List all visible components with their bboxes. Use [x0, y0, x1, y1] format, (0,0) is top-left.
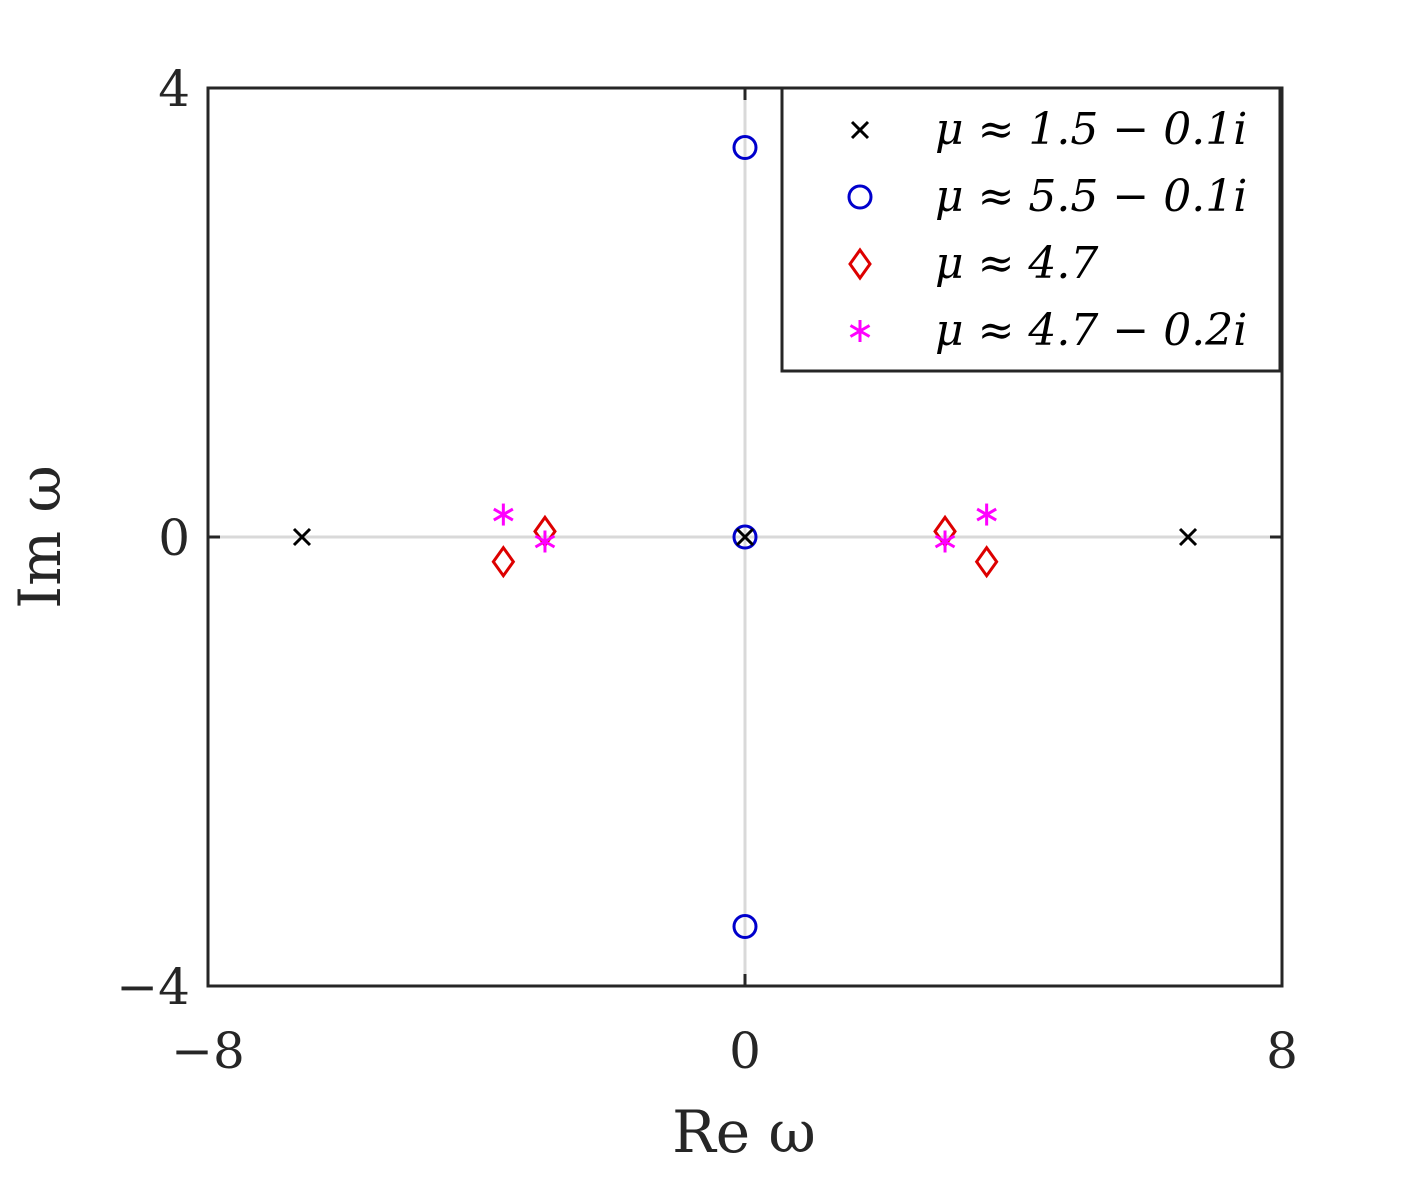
y-tick-label: 0: [158, 509, 190, 567]
legend-label: μ ≈ 4.7: [935, 238, 1098, 289]
legend-marker-x: [850, 120, 870, 140]
legend-marker-asterisk: [849, 320, 871, 342]
legend-label: μ ≈ 5.5 − 0.1i: [935, 171, 1247, 222]
data-point-circle-1: [732, 524, 758, 550]
data-point-x-1: [735, 527, 755, 547]
data-point-diamond-3: [974, 545, 999, 579]
x-tick-label: 8: [1266, 1022, 1298, 1080]
data-point-asterisk-0: [493, 503, 514, 526]
legend-label: μ ≈ 4.7 − 0.2i: [935, 305, 1247, 356]
y-tick-label: −4: [116, 958, 190, 1016]
y-axis-label: Im ω: [6, 465, 74, 609]
legend-label: μ ≈ 1.5 − 0.1i: [935, 104, 1247, 155]
data-point-x-0: [292, 527, 312, 547]
tick-labels: −8 0 8 4 0 −4: [116, 60, 1298, 1080]
data-point-asterisk-2: [934, 530, 956, 553]
x-axis-label: Re ω: [672, 1098, 816, 1166]
legend: μ ≈ 1.5 − 0.1i μ ≈ 5.5 − 0.1i μ ≈ 4.7 μ ≈ 4…: [780, 86, 1282, 373]
data-point-diamond-0: [491, 545, 516, 579]
data-point-x-2: [1178, 527, 1198, 547]
x-tick-label: 0: [729, 1022, 761, 1080]
data-point-circle-2: [732, 914, 758, 940]
data-point-circle-0: [732, 134, 758, 160]
y-tick-label: 4: [158, 60, 190, 118]
data-points: [292, 134, 1198, 940]
legend-marker-circle: [847, 184, 873, 210]
data-point-asterisk-3: [976, 503, 997, 526]
x-tick-label: −8: [171, 1022, 245, 1080]
legend-marker-diamond: [848, 247, 872, 281]
data-point-asterisk-1: [534, 530, 556, 553]
